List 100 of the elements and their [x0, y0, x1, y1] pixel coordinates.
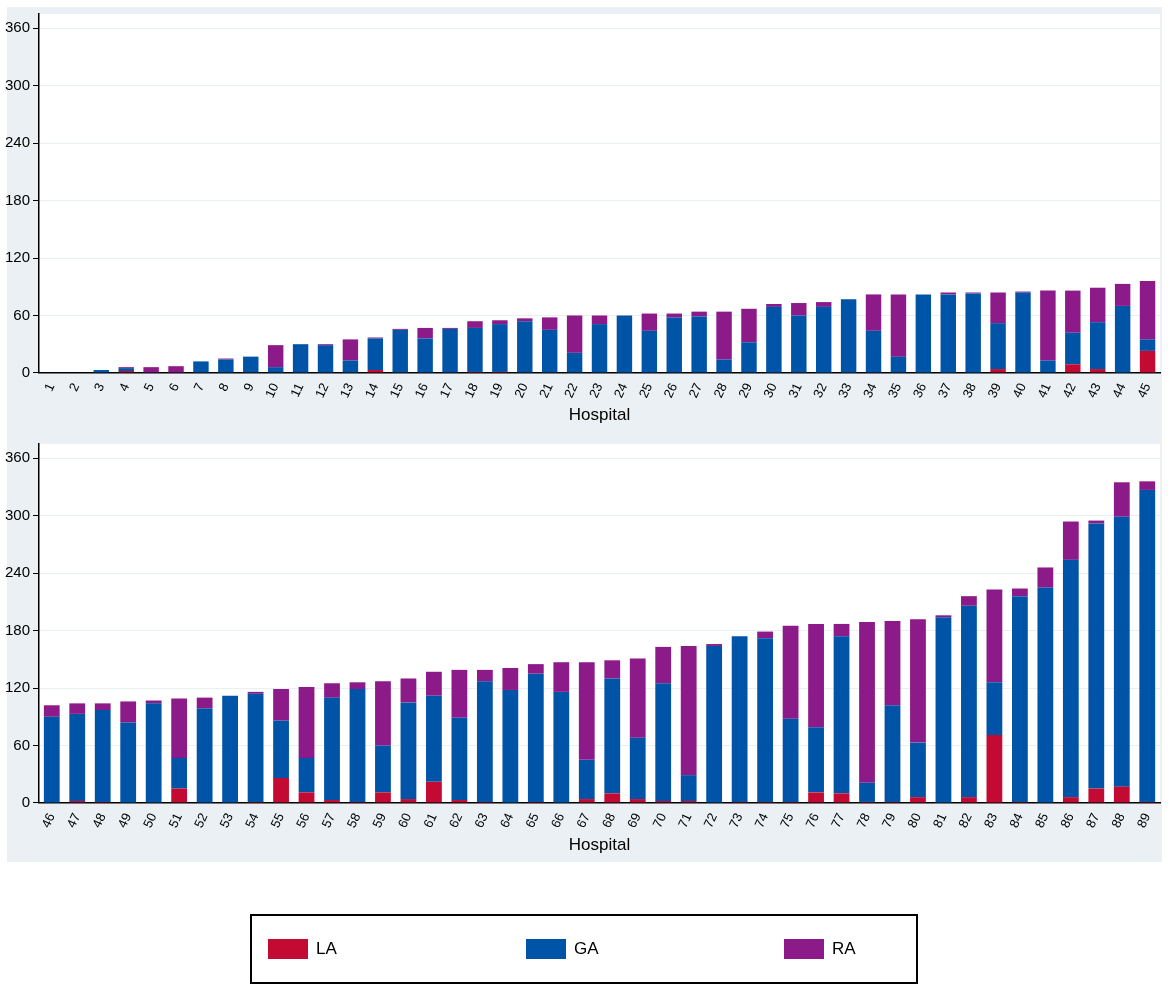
bar [1114, 305, 1131, 373]
x-tick-label: 46 [38, 810, 58, 831]
bar [666, 317, 682, 373]
x-tick-label: 79 [878, 810, 899, 831]
bar [1065, 364, 1081, 373]
x-tick-label: 42 [1059, 380, 1079, 401]
bar [990, 292, 1006, 324]
y-tick-label: 240 [5, 133, 31, 151]
bar [273, 689, 289, 721]
bar [324, 697, 340, 801]
bar [553, 691, 570, 803]
bar [145, 703, 162, 803]
x-tick-label: 61 [420, 810, 440, 831]
bar [716, 311, 732, 360]
x-tick-label: 68 [598, 810, 619, 831]
y-tick-label: 180 [5, 190, 31, 208]
bar [890, 356, 907, 373]
x-tick-label: 57 [318, 810, 338, 831]
bar [317, 345, 334, 373]
bar [706, 645, 723, 803]
bar [961, 797, 977, 803]
bar [1088, 523, 1105, 789]
bar [94, 703, 111, 711]
bar [935, 617, 952, 803]
y-tick-label: 0 [21, 793, 31, 811]
bar [833, 636, 850, 794]
x-tick-label: 41 [1034, 380, 1054, 401]
bar [392, 329, 408, 373]
x-tick-label: 2 [65, 380, 83, 394]
x-tick-label: 73 [725, 810, 746, 831]
bar [629, 737, 646, 800]
x-tick-label: 14 [361, 380, 382, 401]
x-tick-label: 55 [267, 810, 288, 831]
bar [492, 324, 508, 372]
x-tick-label: 33 [834, 380, 855, 401]
bar [680, 775, 697, 801]
bar [1062, 797, 1079, 803]
bar [884, 705, 901, 802]
x-tick-label: 52 [190, 810, 211, 831]
bar [375, 745, 391, 793]
x-tick-label: 30 [760, 380, 780, 401]
bar [400, 702, 417, 800]
x-tick-label: 53 [216, 810, 237, 831]
bar [171, 788, 188, 803]
x-tick-label: 74 [751, 810, 772, 831]
bar [1011, 596, 1028, 802]
bar [741, 308, 757, 343]
bar [1113, 482, 1130, 517]
bar [1114, 283, 1131, 306]
y-tick-label: 180 [5, 620, 31, 638]
bar [890, 294, 907, 357]
bar [426, 695, 442, 782]
bar [342, 360, 359, 373]
x-tick-label: 40 [1009, 380, 1029, 401]
bar [273, 778, 289, 803]
bar [629, 799, 646, 803]
x-tick-label: 28 [710, 380, 731, 401]
bar [629, 658, 646, 738]
x-tick-label: 24 [610, 380, 631, 401]
bar [655, 683, 672, 801]
y-tick-label: 300 [5, 75, 31, 93]
bar [833, 623, 850, 637]
bar [965, 293, 981, 373]
x-tick-label: 66 [547, 810, 568, 831]
x-tick-label: 5 [140, 380, 158, 394]
x-tick-label: 23 [585, 380, 606, 401]
bar [815, 302, 832, 307]
bar [145, 700, 162, 704]
x-tick-label: 60 [394, 810, 415, 831]
y-tick-label: 360 [5, 18, 31, 36]
bar [222, 695, 238, 803]
bar [578, 799, 595, 803]
x-tick-label: 69 [623, 810, 644, 831]
bar [417, 338, 433, 373]
legend-label: GA [574, 939, 600, 959]
bar [1090, 287, 1106, 323]
y-tick-label: 120 [5, 248, 31, 266]
x-tick-label: 9 [240, 380, 257, 394]
bar [267, 345, 284, 368]
bar [324, 683, 340, 698]
bar [910, 742, 926, 798]
x-tick-label: 82 [955, 810, 975, 831]
bar [808, 792, 824, 803]
bar [1040, 360, 1056, 373]
x-tick-label: 80 [904, 810, 924, 831]
bar [502, 667, 519, 690]
bar [578, 759, 595, 800]
bar [859, 622, 875, 783]
bar [791, 315, 807, 373]
bar [367, 338, 384, 371]
bar [342, 339, 359, 361]
x-tick-label: 43 [1083, 380, 1104, 401]
x-tick-label: 78 [853, 810, 873, 831]
x-tick-label: 7 [190, 380, 207, 394]
x-axis-title: Hospital [568, 835, 631, 855]
bar [1113, 786, 1130, 803]
bar [517, 321, 533, 373]
bar [1088, 788, 1105, 803]
bar [990, 369, 1006, 373]
x-tick-label: 50 [139, 810, 160, 831]
